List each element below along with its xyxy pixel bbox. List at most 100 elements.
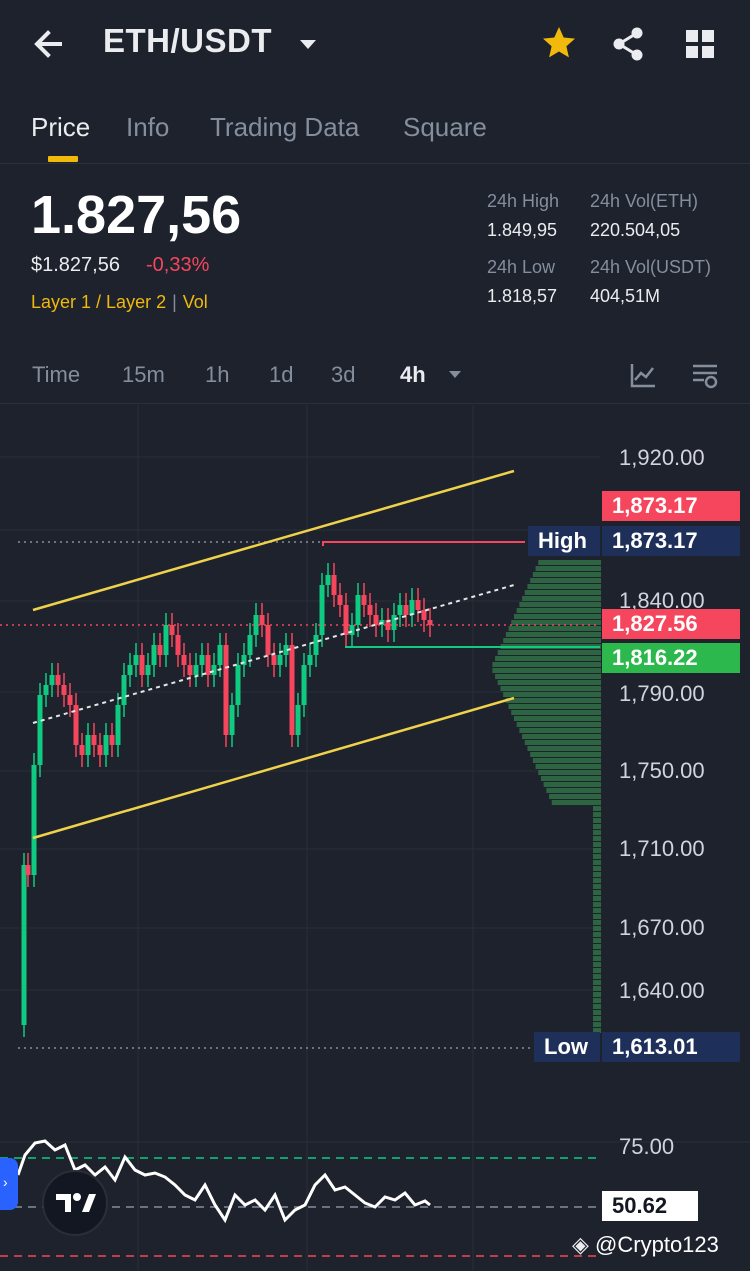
candle-body	[73, 705, 79, 745]
timeframe-4h[interactable]: 4h	[400, 362, 426, 387]
volume-profile-bar	[495, 656, 601, 661]
volume-profile-bar	[508, 626, 601, 631]
volume-profile-bar	[593, 998, 601, 1003]
candle-body	[199, 655, 205, 665]
timeframe-time[interactable]: Time	[32, 362, 81, 387]
high-price-tag: 1,873.17	[602, 526, 740, 556]
candle-body	[331, 575, 337, 595]
candle-body	[31, 765, 37, 875]
timeframe-3d[interactable]: 3d	[331, 362, 356, 387]
candle-body	[373, 615, 379, 625]
volume-profile-bar	[495, 674, 601, 679]
watermark: ◈ @Crypto123	[572, 1232, 719, 1258]
volume-profile-bar	[593, 890, 601, 895]
candle-body	[217, 645, 223, 665]
volume-profile-bar	[508, 704, 601, 709]
candle-body	[103, 735, 109, 755]
price-chart[interactable]: 1,920.00 1,840.00 1,790.00 1,750.00 1,71…	[0, 405, 750, 1271]
share-icon[interactable]	[608, 24, 648, 64]
timeframe-dropdown-icon[interactable]	[447, 368, 463, 380]
candle-body	[91, 735, 97, 745]
candle-body	[253, 615, 259, 635]
volume-profile-bar	[593, 944, 601, 949]
candle-body	[265, 625, 271, 655]
usd-price: $1.827,56	[31, 254, 120, 276]
expand-panel-handle[interactable]: ›	[0, 1158, 18, 1210]
low-tag-label: Low	[534, 1032, 600, 1062]
volume-profile-bar	[593, 812, 601, 817]
tag-vol[interactable]: Vol	[182, 292, 208, 312]
tab-trading-data[interactable]: Trading Data	[210, 112, 360, 142]
volume-profile-bar	[527, 746, 601, 751]
volume-profile-bar	[492, 662, 601, 667]
axis-label-1790: 1,790.00	[619, 681, 705, 706]
volume-profile-bar	[511, 710, 601, 715]
volume-profile-bar	[500, 686, 601, 691]
volume-profile-bar	[492, 668, 601, 673]
candle-body	[25, 865, 31, 875]
candle-body	[235, 665, 241, 705]
grid-menu-icon[interactable]	[682, 26, 718, 62]
volume-profile-bar	[516, 608, 601, 613]
low-price-tag: 1,613.01	[602, 1032, 740, 1062]
high-value: 1.849,95	[487, 220, 558, 240]
volume-profile-bar	[593, 956, 601, 961]
tab-info[interactable]: Info	[126, 112, 170, 142]
volume-profile-bar	[551, 800, 601, 805]
pair-dropdown-icon[interactable]	[296, 34, 320, 54]
volume-profile-bar	[527, 584, 601, 589]
volume-profile-bar	[593, 962, 601, 967]
vol-eth-label: 24h Vol(ETH)	[590, 191, 699, 211]
tradingview-logo	[42, 1170, 108, 1236]
tab-bar: Price Info Trading Data Square	[0, 100, 750, 164]
volume-profile-bar	[593, 806, 601, 811]
candle-body	[391, 615, 397, 630]
tag-layer[interactable]: Layer 1 / Layer 2	[31, 292, 167, 312]
volume-profile-bar	[511, 620, 601, 625]
candle-body	[367, 605, 373, 615]
candle-body	[343, 605, 349, 635]
vol-usdt-label: 24h Vol(USDT)	[590, 257, 712, 277]
volume-profile-bar	[593, 926, 601, 931]
candle-body	[115, 705, 121, 745]
volume-profile-bar	[593, 866, 601, 871]
timeframe-bar: Time 15m 1h 1d 3d 4h	[0, 352, 750, 404]
volume-profile-bar	[505, 698, 601, 703]
axis-label-1840: 1,840.00	[619, 588, 705, 613]
rsi-value-tag: 50.62	[602, 1191, 698, 1221]
candle-body	[319, 585, 325, 635]
candle-body	[157, 645, 163, 655]
tab-price[interactable]: Price	[31, 112, 91, 142]
candle-body	[403, 605, 409, 615]
volume-profile-bar	[530, 578, 601, 583]
candle-body	[55, 675, 61, 685]
favorite-star-icon[interactable]	[540, 24, 578, 62]
volume-profile-bar	[593, 908, 601, 913]
timeframe-1h[interactable]: 1h	[205, 362, 230, 387]
timeframe-1d[interactable]: 1d	[269, 362, 294, 387]
volume-profile-bar	[593, 1028, 601, 1033]
volume-profile-bar	[593, 842, 601, 847]
candle-body	[85, 735, 91, 755]
tab-square[interactable]: Square	[403, 112, 487, 142]
volume-profile-bar	[593, 902, 601, 907]
volume-profile-bar	[543, 782, 601, 787]
candle-body	[361, 595, 367, 605]
tradingview-logo-icon	[56, 1193, 96, 1212]
candle-body	[271, 655, 277, 665]
volume-profile-bar	[593, 836, 601, 841]
chart-settings-icon[interactable]	[690, 360, 720, 390]
low-label: 24h Low	[487, 257, 556, 277]
candle-body	[307, 655, 313, 665]
volume-profile-bar	[593, 860, 601, 865]
pair-title[interactable]: ETH/USDT	[103, 22, 272, 59]
indicator-icon[interactable]	[628, 360, 658, 390]
watermark-text: @Crypto123	[595, 1232, 719, 1257]
candle-body	[109, 735, 115, 745]
candle-body	[151, 645, 157, 665]
volume-profile-bar	[538, 770, 601, 775]
vol-eth-value: 220.504,05	[590, 220, 681, 240]
back-arrow-icon[interactable]	[30, 24, 72, 64]
timeframe-15m[interactable]: 15m	[122, 362, 165, 387]
volume-profile-bar	[593, 920, 601, 925]
